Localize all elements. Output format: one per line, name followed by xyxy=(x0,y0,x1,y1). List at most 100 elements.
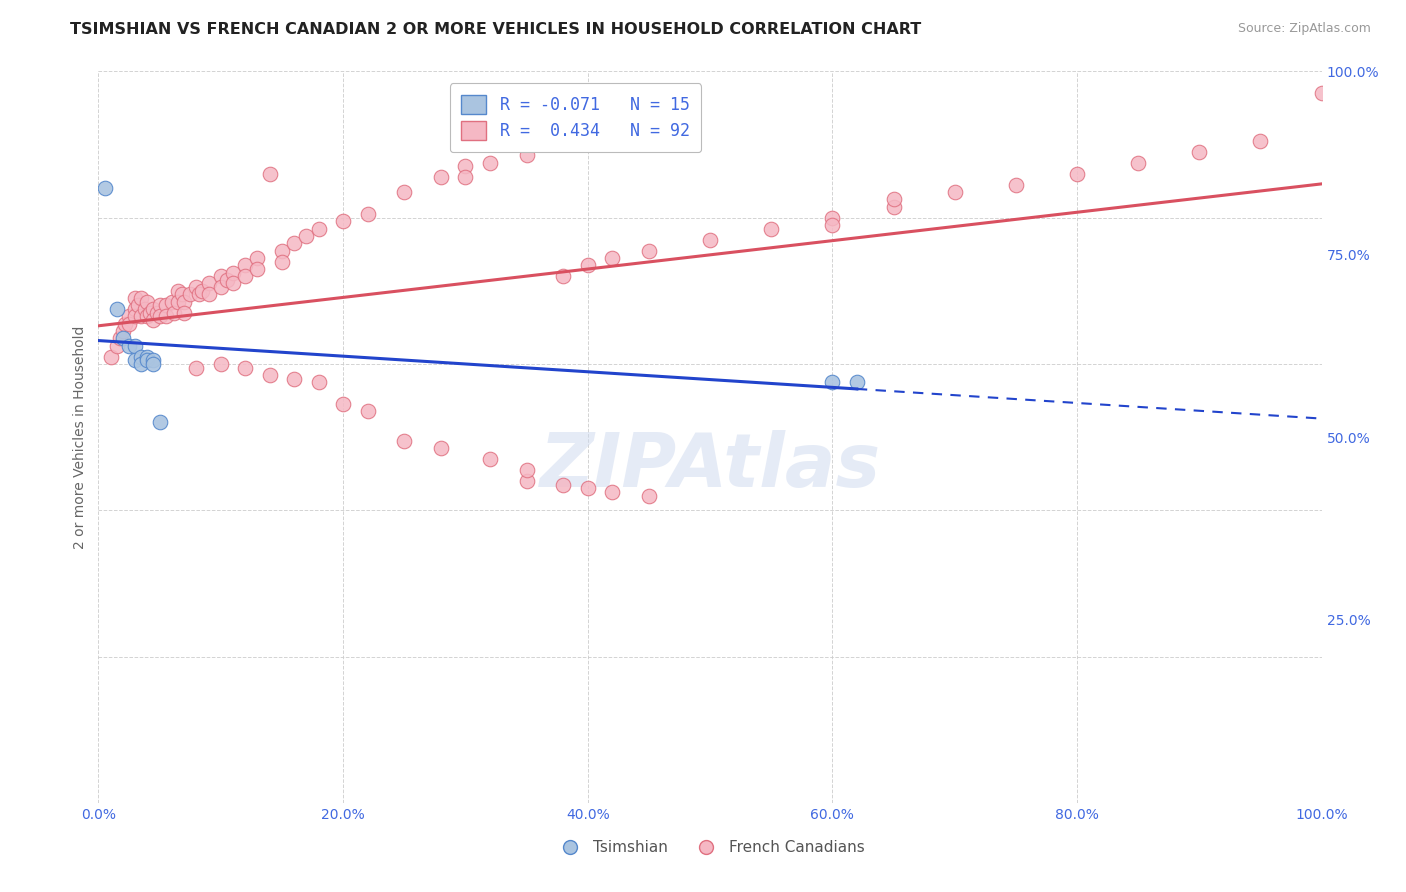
Point xyxy=(1004,178,1026,192)
Point xyxy=(600,485,623,500)
Point xyxy=(454,170,477,185)
Point xyxy=(170,287,193,301)
Point xyxy=(1249,134,1271,148)
Point xyxy=(105,338,128,352)
Point xyxy=(142,357,165,371)
Point xyxy=(142,313,165,327)
Legend: Tsimshian, French Canadians: Tsimshian, French Canadians xyxy=(548,834,872,861)
Point xyxy=(129,350,152,364)
Point xyxy=(246,251,269,265)
Point xyxy=(118,338,141,352)
Point xyxy=(127,298,149,312)
Point xyxy=(600,251,623,265)
Point xyxy=(149,416,172,430)
Point xyxy=(186,280,208,294)
Point xyxy=(699,233,721,247)
Point xyxy=(110,331,132,345)
Point xyxy=(576,258,599,272)
Text: Source: ZipAtlas.com: Source: ZipAtlas.com xyxy=(1237,22,1371,36)
Point xyxy=(209,280,232,294)
Point xyxy=(93,181,115,195)
Point xyxy=(845,376,868,390)
Point xyxy=(259,368,281,382)
Point xyxy=(246,261,269,276)
Point xyxy=(883,200,905,214)
Point xyxy=(155,298,177,312)
Point xyxy=(173,306,195,320)
Point xyxy=(308,221,330,235)
Point xyxy=(637,244,661,258)
Point xyxy=(430,441,453,455)
Point xyxy=(392,434,416,448)
Point xyxy=(515,148,537,162)
Point xyxy=(111,324,134,338)
Point xyxy=(553,477,575,491)
Point xyxy=(142,353,165,368)
Point xyxy=(167,294,190,309)
Point xyxy=(163,306,186,320)
Point xyxy=(222,266,245,280)
Point xyxy=(155,310,177,324)
Point xyxy=(478,452,501,467)
Point xyxy=(197,277,219,291)
Point xyxy=(283,236,305,251)
Point xyxy=(124,301,146,317)
Point xyxy=(332,397,354,411)
Point xyxy=(186,360,208,375)
Point xyxy=(332,214,354,228)
Point xyxy=(118,310,141,324)
Point xyxy=(134,301,156,317)
Point xyxy=(139,306,162,320)
Point xyxy=(129,357,152,371)
Point xyxy=(167,284,190,298)
Point xyxy=(124,353,146,368)
Point xyxy=(515,474,537,488)
Point xyxy=(233,269,256,284)
Point xyxy=(270,254,294,268)
Point xyxy=(637,489,661,503)
Point xyxy=(136,294,159,309)
Point xyxy=(136,310,159,324)
Point xyxy=(1066,167,1088,181)
Point xyxy=(430,170,453,185)
Point xyxy=(124,338,146,352)
Point xyxy=(821,211,844,225)
Point xyxy=(233,360,256,375)
Point xyxy=(1310,87,1333,101)
Point xyxy=(111,331,134,345)
Point xyxy=(576,481,599,495)
Point xyxy=(124,291,146,305)
Point xyxy=(943,185,966,199)
Point xyxy=(821,218,844,232)
Point xyxy=(515,463,537,477)
Point xyxy=(149,310,172,324)
Point xyxy=(209,269,232,284)
Y-axis label: 2 or more Vehicles in Household: 2 or more Vehicles in Household xyxy=(73,326,87,549)
Point xyxy=(160,294,183,309)
Point xyxy=(761,221,783,235)
Point xyxy=(233,258,256,272)
Point xyxy=(129,310,152,324)
Point xyxy=(478,156,501,170)
Point xyxy=(105,301,128,317)
Point xyxy=(1188,145,1211,159)
Point xyxy=(821,376,844,390)
Point xyxy=(124,310,146,324)
Point xyxy=(149,298,172,312)
Point xyxy=(191,284,214,298)
Point xyxy=(136,353,159,368)
Point xyxy=(356,404,378,418)
Text: TSIMSHIAN VS FRENCH CANADIAN 2 OR MORE VEHICLES IN HOUSEHOLD CORRELATION CHART: TSIMSHIAN VS FRENCH CANADIAN 2 OR MORE V… xyxy=(70,22,921,37)
Point xyxy=(308,376,330,390)
Point xyxy=(295,228,318,243)
Point xyxy=(136,350,159,364)
Point xyxy=(283,371,305,385)
Point xyxy=(1128,156,1150,170)
Point xyxy=(553,269,575,284)
Point xyxy=(187,287,209,301)
Point xyxy=(114,317,136,331)
Point xyxy=(215,273,238,287)
Point xyxy=(356,207,378,221)
Point xyxy=(118,317,141,331)
Point xyxy=(454,160,477,174)
